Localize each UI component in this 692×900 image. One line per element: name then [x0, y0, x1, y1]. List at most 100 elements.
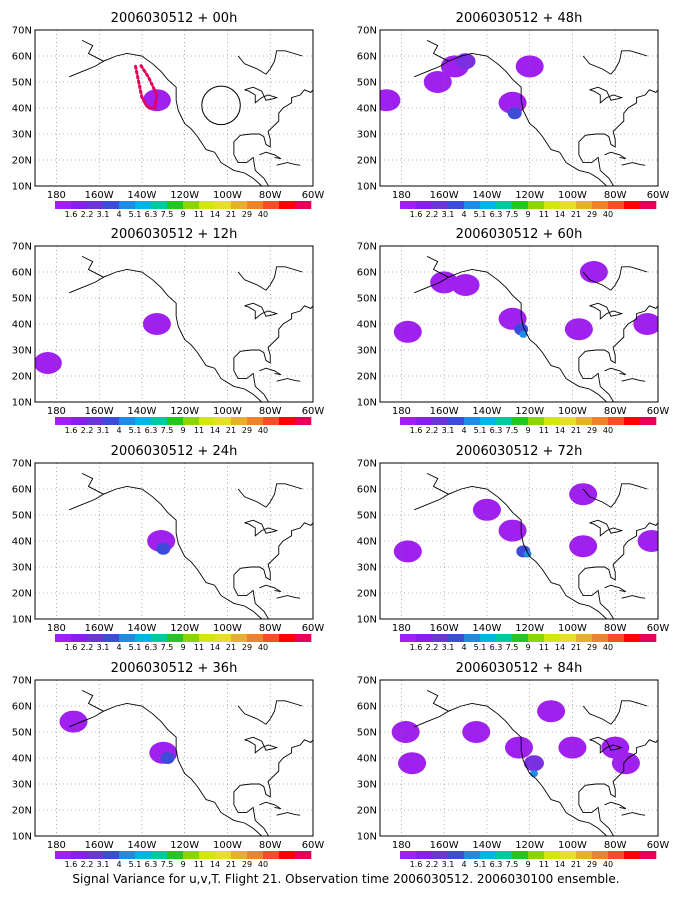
variance-blob [498, 519, 527, 542]
lat-tick-label: 50N [357, 294, 377, 305]
colorbar-swatch [640, 634, 657, 642]
lon-tick-label: 160W [430, 406, 459, 417]
lon-tick-label: 180 [392, 623, 411, 634]
lon-tick-label: 160W [430, 623, 459, 634]
colorbar-label: 14 [210, 860, 220, 869]
colorbar-label: 2.2 [81, 860, 94, 869]
lon-tick-label: 140W [472, 623, 501, 634]
lat-tick-label: 70N [357, 676, 377, 687]
colorbar-label: 11 [194, 210, 204, 219]
colorbar-swatch [215, 851, 232, 859]
colorbar-swatch [432, 851, 449, 859]
colorbar-swatch [512, 417, 529, 425]
lon-tick-label: 140W [472, 840, 501, 851]
colorbar-swatch [544, 634, 561, 642]
colorbar-label: 11 [194, 643, 204, 652]
colorbar-label: 29 [587, 426, 597, 435]
colorbar-swatch [215, 634, 232, 642]
lon-tick-label: 180 [392, 840, 411, 851]
colorbar-swatch [560, 417, 577, 425]
colorbar-label: 2.2 [81, 426, 94, 435]
colorbar-label: 1.6 [65, 426, 78, 435]
lat-tick-label: 30N [357, 346, 377, 357]
colorbar-swatch [199, 417, 216, 425]
colorbar-label: 2.2 [426, 643, 439, 652]
observation-circle [201, 85, 241, 126]
variance-blob [569, 535, 598, 558]
colorbar-swatch [103, 634, 120, 642]
colorbar-swatch [544, 417, 561, 425]
colorbar-label: 21 [226, 643, 236, 652]
lat-tick-label: 30N [12, 563, 32, 574]
lat-tick-label: 60N [12, 485, 32, 496]
colorbar-swatch [71, 201, 88, 209]
colorbar-swatch [480, 851, 497, 859]
lon-tick-label: 160W [85, 190, 114, 201]
lat-tick-label: 50N [357, 511, 377, 522]
colorbar-swatch [416, 417, 433, 425]
colorbar-swatch [279, 201, 296, 209]
lat-tick-label: 70N [357, 242, 377, 253]
map-body [35, 30, 313, 186]
lon-tick-label: 180 [47, 623, 66, 634]
colorbar-swatch [480, 634, 497, 642]
colorbar-label: 40 [603, 426, 613, 435]
lon-tick-label: 60W [302, 406, 325, 417]
colorbar-label: 14 [555, 210, 565, 219]
colorbar-swatch [167, 201, 184, 209]
lat-tick-label: 30N [357, 780, 377, 791]
colorbar-swatch [247, 634, 264, 642]
panel-title: 2006030512 + 12h [111, 227, 238, 242]
colorbar-label: 9 [180, 643, 185, 652]
lat-tick-label: 10N [12, 615, 32, 626]
colorbar-label: 4 [461, 860, 466, 869]
colorbar-swatch [231, 417, 248, 425]
colorbar-swatch [576, 201, 593, 209]
lat-tick-label: 10N [357, 398, 377, 409]
colorbar-swatch [199, 634, 216, 642]
colorbar-swatch [183, 851, 200, 859]
colorbar-swatch [480, 201, 497, 209]
variance-blob [523, 755, 544, 772]
lon-tick-label: 140W [127, 623, 156, 634]
lat-tick-label: 40N [12, 754, 32, 765]
colorbar-swatch [576, 417, 593, 425]
colorbar: 1.6 2.2 3.1 4 5.1 6.3 7.5 9 11 14 21 29 40 [400, 634, 657, 652]
colorbar-swatch [295, 851, 312, 859]
colorbar-swatch [151, 417, 168, 425]
colorbar-swatch [512, 201, 529, 209]
colorbar-label: 29 [587, 860, 597, 869]
colorbar-swatch [231, 201, 248, 209]
lat-tick-label: 40N [357, 754, 377, 765]
variance-blob [423, 71, 452, 93]
colorbar: 1.6 2.2 3.1 4 5.1 6.3 7.5 9 11 14 21 29 40 [400, 417, 657, 435]
lat-tick-label: 40N [357, 320, 377, 331]
lat-tick-label: 30N [357, 130, 377, 141]
colorbar-swatch [640, 201, 657, 209]
panel-title: 2006030512 + 00h [111, 11, 238, 26]
lon-tick-label: 100W [213, 406, 242, 417]
colorbar-label: 6.3 [490, 426, 503, 435]
map-body [380, 246, 658, 402]
colorbar-label: 14 [210, 643, 220, 652]
colorbar-swatch [592, 634, 609, 642]
colorbar-label: 5.1 [129, 210, 142, 219]
map-panel-2: 2006030512 + 48h 180 160W 140W 120W 100W 80W 60… [357, 11, 670, 219]
colorbar-swatch [183, 634, 200, 642]
colorbar-label: 21 [571, 210, 581, 219]
colorbar-swatch [71, 634, 88, 642]
coastline [414, 472, 658, 619]
lat-tick-label: 50N [357, 728, 377, 739]
map-frame [34, 29, 314, 187]
colorbar-swatch [608, 201, 625, 209]
colorbar-swatch [247, 201, 264, 209]
map-body [380, 463, 658, 619]
variance-blob [519, 330, 528, 338]
lat-tick-label: 20N [12, 589, 32, 600]
variance-blob [537, 700, 566, 723]
map-figure: 2006030512 + 00h 180 160W 140W 120W 100W 80W 60… [12, 11, 670, 869]
colorbar-label: 40 [258, 426, 268, 435]
colorbar-label: 11 [194, 426, 204, 435]
lat-tick-label: 10N [12, 398, 32, 409]
lat-tick-label: 30N [12, 780, 32, 791]
